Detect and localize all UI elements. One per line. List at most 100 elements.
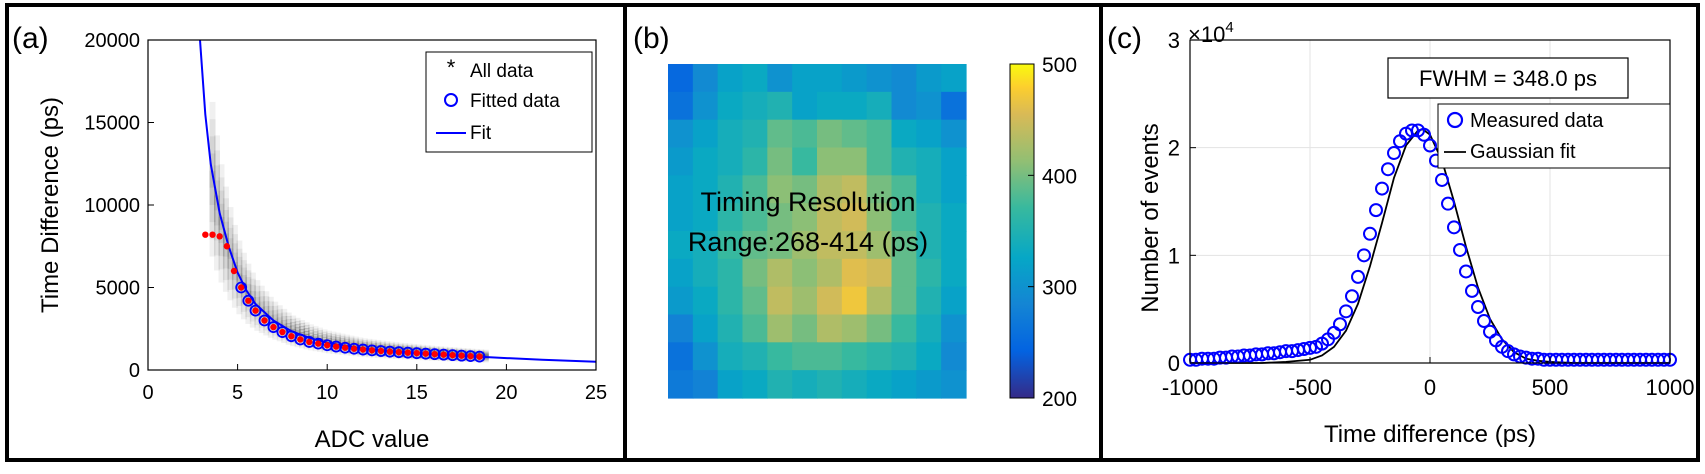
density-cell	[460, 356, 467, 361]
density-cell	[406, 345, 413, 350]
density-cell	[281, 316, 288, 321]
density-cell	[451, 349, 458, 354]
series-all-data	[202, 231, 483, 360]
density-cell	[366, 351, 373, 356]
density-cell	[258, 285, 265, 291]
measured-data-point	[1357, 248, 1371, 263]
density-cell	[299, 329, 306, 334]
heatmap-cell	[891, 314, 917, 343]
all-data-point	[324, 342, 331, 349]
fitted-data-point	[392, 346, 405, 359]
density-cell	[222, 268, 229, 281]
heatmap-cell	[866, 147, 893, 176]
x-tick-label: 15	[406, 382, 428, 404]
density-cell	[348, 339, 355, 344]
density-cell	[294, 320, 301, 325]
all-data-point	[341, 344, 349, 351]
x-tick-label: 5	[232, 382, 243, 404]
density-cell	[303, 342, 310, 347]
heatmap-cell	[767, 258, 793, 288]
heatmap-cell	[692, 147, 719, 176]
density-cell	[406, 343, 413, 348]
heatmap-cell	[717, 258, 744, 288]
density-cell	[263, 325, 270, 331]
all-data-point	[449, 351, 456, 359]
density-cell	[303, 328, 310, 333]
density-cell	[393, 353, 400, 358]
heatmap-cell	[767, 370, 793, 399]
density-cell	[348, 343, 355, 348]
heatmap-cell	[742, 286, 768, 316]
density-cell	[451, 356, 458, 361]
density-cell	[334, 350, 341, 355]
density-cell	[299, 319, 306, 324]
density-cell	[303, 330, 310, 335]
fitted-data-point	[366, 344, 378, 357]
density-cell	[339, 335, 346, 340]
density-cell	[303, 336, 310, 341]
heatmap-cell	[717, 203, 744, 232]
heatmap-cell	[668, 119, 694, 149]
density-cell	[231, 298, 238, 308]
all-data-point	[431, 350, 438, 358]
all-data-point	[202, 231, 209, 238]
heatmap-cell	[817, 286, 843, 316]
x-tick-label: 25	[585, 382, 607, 404]
heatmap-cell	[742, 342, 768, 371]
all-data-point	[288, 332, 295, 340]
all-data-point	[237, 284, 245, 291]
density-cell	[397, 342, 404, 347]
density-cell	[478, 357, 485, 362]
heatmap-cell	[792, 231, 818, 260]
density-cell	[281, 339, 288, 344]
density-cell	[240, 289, 247, 298]
density-cell	[321, 348, 328, 353]
density-cell	[379, 345, 386, 350]
heatmap-cell	[891, 175, 917, 204]
heatmap-cell	[668, 147, 694, 176]
fitted-data-point	[437, 348, 450, 361]
y-scale-exponent: 4	[1225, 19, 1233, 36]
density-cell	[437, 355, 444, 360]
heatmap-cell	[817, 64, 843, 93]
density-cell	[343, 349, 350, 354]
y-tick-label: 2	[1168, 136, 1180, 161]
measured-data-point	[1375, 181, 1389, 196]
heatmap-cell	[742, 175, 768, 204]
density-cell	[294, 343, 301, 348]
density-cell	[213, 135, 220, 151]
density-cell	[478, 351, 485, 356]
density-cell	[460, 347, 467, 352]
density-cell	[303, 322, 310, 327]
density-cell	[339, 340, 346, 345]
density-cell	[267, 296, 274, 302]
heatmap-cell	[866, 286, 893, 316]
x-axis-label-a: ADC value	[315, 426, 430, 453]
density-cell	[258, 301, 265, 307]
density-cell	[321, 334, 328, 339]
colorbar-tick-label: 500	[1042, 54, 1077, 77]
y-scale-base: ×10	[1188, 22, 1225, 47]
y-tick-label: 15000	[84, 113, 140, 135]
density-cell	[397, 344, 404, 349]
density-cell	[388, 346, 395, 351]
density-cell	[455, 347, 462, 352]
density-cell	[209, 153, 216, 171]
density-cell	[227, 227, 234, 239]
colorbar-tick-label: 400	[1042, 165, 1077, 188]
heatmap-cell	[767, 175, 793, 204]
density-cell	[442, 355, 449, 360]
measured-data-point	[1423, 138, 1437, 153]
heatmap-cell	[668, 258, 694, 288]
heatmap-cell	[817, 203, 843, 232]
heatmap-cell	[692, 119, 719, 149]
all-data-point	[332, 343, 340, 350]
y-tick-label: 20000	[84, 30, 140, 52]
heatmap-cell	[841, 119, 868, 149]
fitted-data-point	[348, 342, 360, 355]
density-cell	[276, 313, 283, 318]
density-cell	[240, 311, 247, 320]
all-data-point	[404, 349, 412, 356]
heatmap-cell	[792, 64, 818, 93]
density-cell	[352, 336, 359, 341]
